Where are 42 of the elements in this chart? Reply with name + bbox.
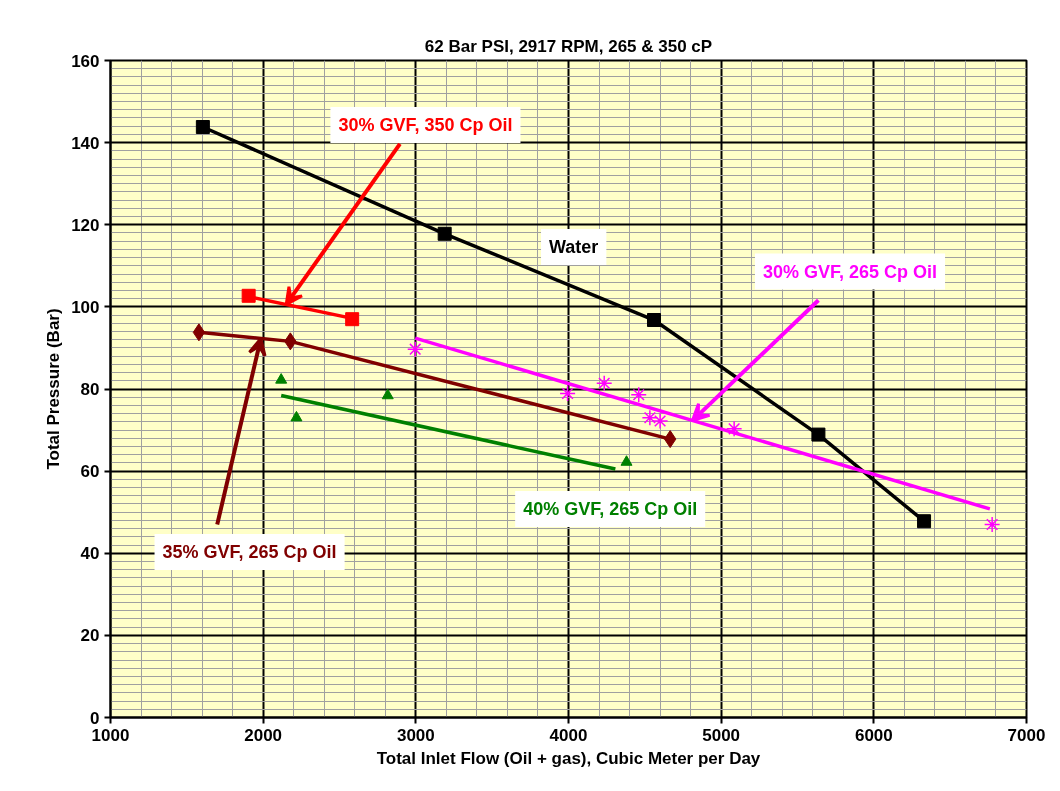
point <box>641 409 659 426</box>
x-tick-label: 2000 <box>244 725 283 745</box>
point <box>917 514 932 529</box>
y-tick-label: 20 <box>80 626 100 646</box>
annotation: Water <box>549 236 599 257</box>
y-tick-label: 40 <box>80 544 100 564</box>
x-tick-label: 6000 <box>854 725 893 745</box>
annotation: 30% GVF, 350 Cp Oil <box>338 114 513 135</box>
point <box>381 388 394 400</box>
point <box>406 340 424 358</box>
point <box>192 323 206 342</box>
point <box>275 373 288 384</box>
annotation: 30% GVF, 265 Cp Oil <box>762 261 938 282</box>
point <box>725 420 743 438</box>
y-tick-label: 120 <box>71 215 100 235</box>
point <box>290 410 303 422</box>
x-tick-label: 1000 <box>91 725 130 745</box>
y-axis-title: Total Pressure (Bar) <box>44 308 64 470</box>
point <box>811 427 826 442</box>
annotation: 35% GVF, 265 Cp Oil <box>162 542 337 563</box>
point <box>630 386 647 403</box>
point <box>437 226 452 241</box>
point <box>195 120 210 135</box>
x-tick-label: 5000 <box>702 725 741 745</box>
y-tick-label: 60 <box>80 462 100 482</box>
y-tick-label: 100 <box>71 297 100 317</box>
y-tick-label: 0 <box>90 708 100 728</box>
y-tick-label: 140 <box>71 133 100 153</box>
point <box>646 313 661 328</box>
annotation: 40% GVF, 265 Cp Oil <box>523 498 698 519</box>
x-axis-title: Total Inlet Flow (Oil + gas), Cubic Meter per Day <box>376 748 761 768</box>
y-tick-label: 80 <box>80 380 100 399</box>
y-tick-label: 160 <box>71 51 100 71</box>
x-tick-label: 7000 <box>1007 725 1046 745</box>
point <box>559 385 576 402</box>
point <box>620 455 633 466</box>
chart-title: 62 Bar PSI, 2917 RPM, 265 & 350 cP <box>424 36 713 56</box>
x-tick-label: 3000 <box>396 725 435 745</box>
x-tick-label: 4000 <box>549 725 588 745</box>
point <box>651 412 669 430</box>
point <box>595 375 613 392</box>
point <box>983 516 1001 533</box>
